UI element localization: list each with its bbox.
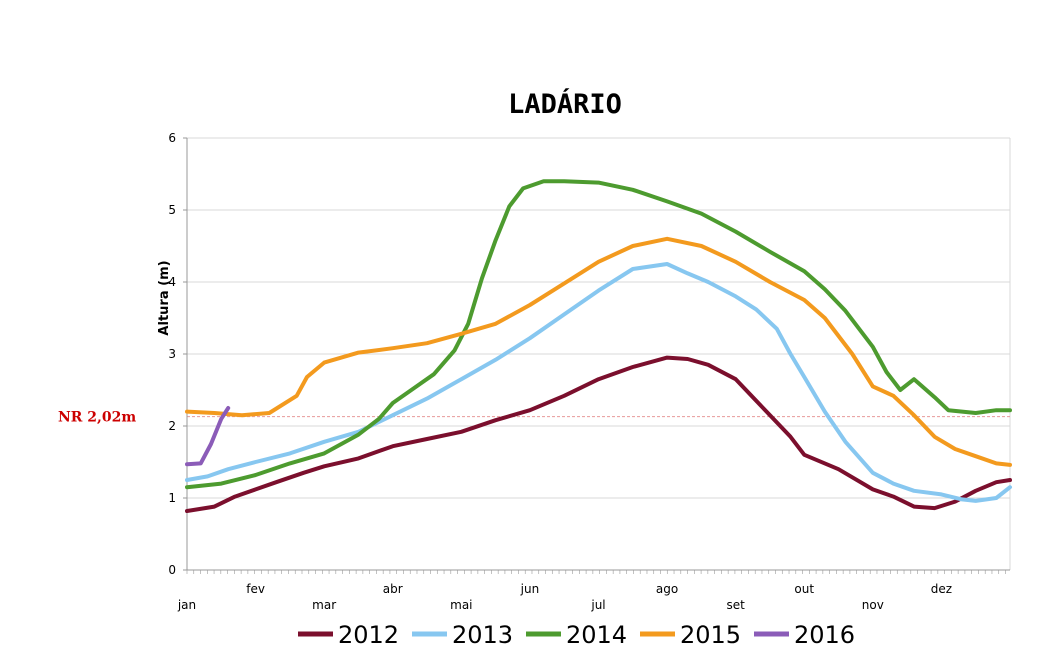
axes <box>183 137 1010 574</box>
x-tick-label: mai <box>450 598 472 612</box>
reference-line-label: NR 2,02m <box>58 410 136 426</box>
series-line-2013 <box>185 262 1012 503</box>
y-tick-label: 6 <box>168 131 176 145</box>
x-tick-label: jan <box>177 598 196 612</box>
y-tick-label: 4 <box>168 275 176 289</box>
y-tick-label: 5 <box>168 203 176 217</box>
legend: 2012 2013 2014 2015 2016 <box>298 621 855 649</box>
x-tick-label: ago <box>656 582 678 596</box>
x-tick-label: jul <box>590 598 605 612</box>
series-line-2014 <box>185 179 1012 490</box>
x-tick-label: nov <box>862 598 884 612</box>
y-tick-label: 3 <box>168 347 176 361</box>
legend-label-2016: 2016 <box>794 621 855 649</box>
y-tick-labels: 0 1 2 3 4 5 6 <box>168 131 176 577</box>
y-tick-label: 2 <box>168 419 176 433</box>
x-tick-label: dez <box>931 582 952 596</box>
x-tick-label: jun <box>520 582 540 596</box>
legend-label-2015: 2015 <box>680 621 741 649</box>
series-line-2016 <box>185 406 231 467</box>
legend-label-2013: 2013 <box>452 621 513 649</box>
legend-label-2012: 2012 <box>338 621 399 649</box>
gridlines <box>187 137 1011 570</box>
x-tick-label: out <box>794 582 814 596</box>
x-tick-labels: jan fev mar abr mai jun jul ago set out nov dez <box>177 582 952 612</box>
x-tick-label: fev <box>246 582 265 596</box>
y-tick-label: 1 <box>168 491 176 505</box>
x-tick-label: set <box>726 598 745 612</box>
x-tick-label: mar <box>312 598 336 612</box>
reference-line: NR 2,02m <box>58 410 1010 426</box>
series-line-2015 <box>185 236 1012 467</box>
chart-title: LADÁRIO <box>508 88 622 120</box>
y-axis-label: Altura (m) <box>157 260 172 335</box>
x-tick-label: abr <box>383 582 403 596</box>
y-tick-label: 0 <box>168 563 176 577</box>
series-lines <box>185 179 1012 513</box>
series-line-2012 <box>185 355 1012 513</box>
legend-label-2014: 2014 <box>566 621 627 649</box>
